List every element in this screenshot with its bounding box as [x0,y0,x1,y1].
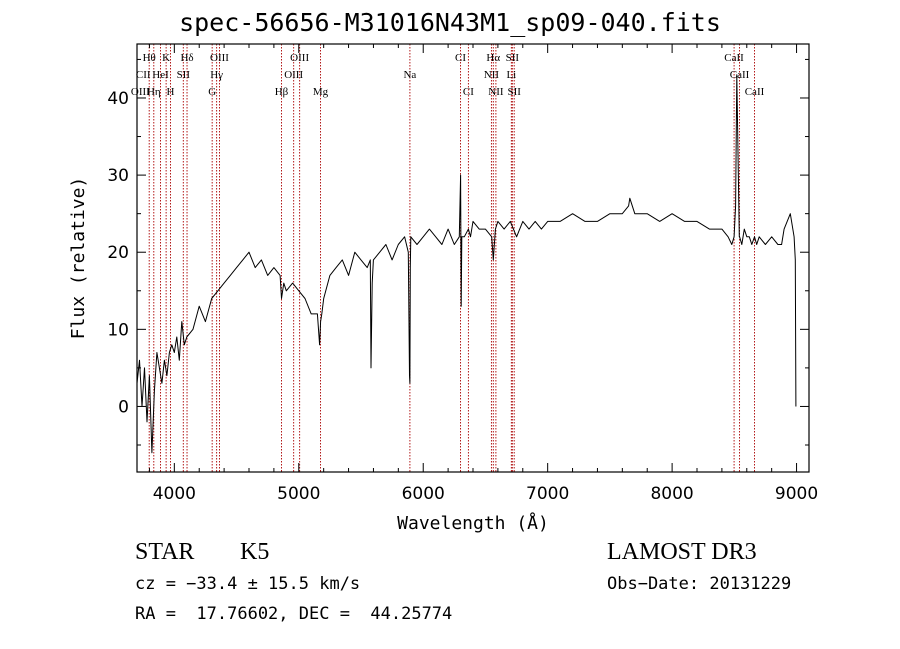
x-tick-label: 6000 [402,484,445,504]
line-markers [148,44,755,472]
line-labels: Hθ K Hδ OIII OIII CI Hα SII CaII CII HeI SII Hγ OIII N… [131,52,765,98]
y-axis-ticks: 0 10 20 30 40 [107,58,809,446]
x-axis-ticks: 4000 5000 6000 7000 8000 9000 [148,44,818,504]
x-tick-label: 9000 [775,484,818,504]
y-tick-label: 10 [107,320,129,340]
spectrum-series-line [136,74,797,454]
line-label: OIII [284,69,303,81]
line-label: OIII [131,86,150,98]
y-tick-label: 20 [107,243,129,263]
line-label: Hα [486,52,500,64]
line-label: NII [484,69,500,81]
line-label: CI [463,86,474,98]
y-tick-label: 0 [118,397,129,417]
line-label: K [162,52,170,64]
x-tick-label: 8000 [650,484,693,504]
line-label: SII [507,86,521,98]
x-tick-label: 4000 [153,484,196,504]
line-label: Na [403,69,416,81]
redshift-text: cz = −33.4 ± 15.5 km/s [135,574,361,594]
line-label: CaII [730,69,750,81]
line-label: CaII [724,52,744,64]
line-label: G [208,86,216,98]
plot-frame [136,43,810,473]
line-label: Li [506,69,516,81]
class-label: STAR [135,539,195,565]
line-label: CI [455,52,466,64]
line-label: H [166,86,174,98]
y-tick-label: 30 [107,166,129,186]
x-axis-label: Wavelength (Å) [397,512,549,534]
line-label: NII [488,86,504,98]
y-tick-label: 40 [107,89,129,109]
y-axis-label: Flux (relative) [68,177,89,340]
x-tick-label: 7000 [526,484,569,504]
line-label: Hδ [180,52,193,64]
line-label: SII [177,69,191,81]
subclass-label: K5 [240,539,270,565]
line-label: Hθ [143,52,156,64]
survey-label: LAMOST DR3 [607,539,757,565]
coordinates-text: RA = 17.76602, DEC = 44.25774 [135,604,453,624]
chart-title: spec-56656-M31016N43M1_sp09-040.fits [179,8,721,37]
line-label: Hη [147,86,161,98]
obs-date-text: Obs−Date: 20131229 [607,574,792,594]
line-label: CaII [745,86,765,98]
line-label: HeI [152,69,169,81]
line-label: CII [136,69,151,81]
line-label: SII [506,52,520,64]
line-label: OIII [210,52,229,64]
line-label: Hβ [275,86,289,98]
line-label: Hγ [210,69,223,81]
line-label: Mg [313,86,329,98]
line-label: OIII [290,52,309,64]
x-tick-label: 5000 [277,484,320,504]
